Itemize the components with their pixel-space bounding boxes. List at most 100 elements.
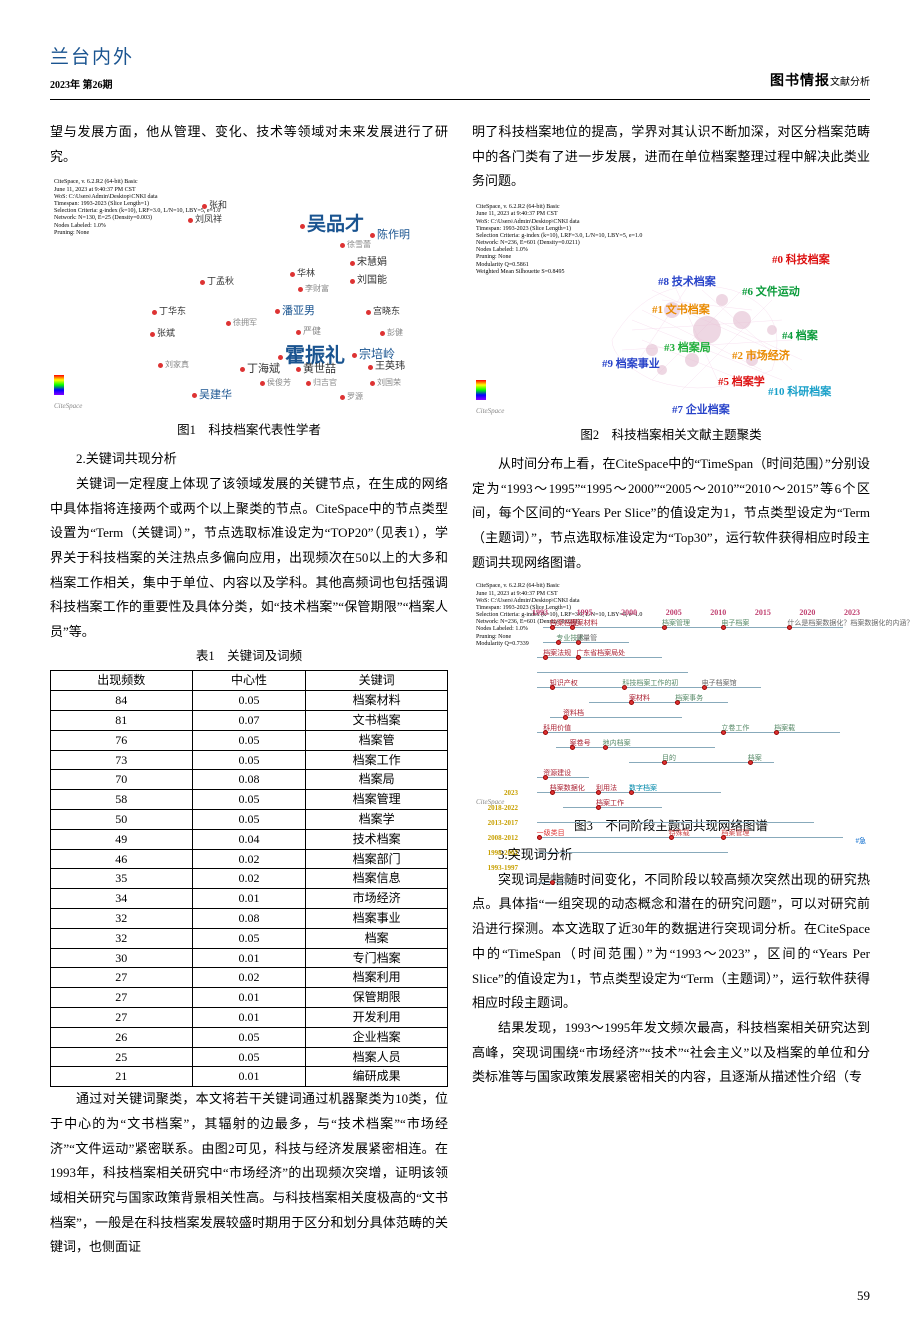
section-rest: 文献分析 — [830, 77, 870, 88]
timeline-track: 目的档案 — [530, 762, 860, 764]
timeline-row: 专业技术质量管 — [472, 636, 860, 650]
table-row: 580.05档案管理 — [51, 790, 448, 810]
table-row: 270.02档案利用 — [51, 968, 448, 988]
timeline-term-label: 电子档案 — [721, 617, 749, 630]
fig1-caption: 图1 科技档案代表性学者 — [50, 419, 448, 443]
timeline-row: 2008-2012 一级类目特殊载档案管理#急 — [472, 831, 860, 845]
left-para-3: 通过对关键词聚类，本文将若干关键词通过机器聚类为10类，位于中心的为“文书档案”… — [50, 1087, 448, 1260]
author-node: 陈作明 — [370, 225, 410, 246]
table-cell: 档案管理 — [306, 790, 448, 810]
table-cell: 0.05 — [192, 730, 306, 750]
timeline-term-label: 案卷号 — [570, 737, 591, 750]
table-row: 320.05档案 — [51, 928, 448, 948]
timeline-term-label: 一级类目 — [537, 827, 565, 840]
table-header-cell: 出现频数 — [51, 671, 193, 691]
timeline-row: 资料档 — [472, 711, 860, 725]
table-row: 210.01编研成果 — [51, 1067, 448, 1087]
timeline-track: 科用价值立卷工作档案载 — [530, 732, 860, 734]
timeline-track: 案材料档案事务 — [530, 702, 860, 704]
timeline-term-label: 利用法 — [596, 782, 617, 795]
table-cell: 0.02 — [192, 968, 306, 988]
timeline-segment — [537, 837, 844, 838]
timeline-row: 2018-2022档案工作 — [472, 801, 860, 815]
table-row: 730.05档案工作 — [51, 750, 448, 770]
table-header-cell: 中心性 — [192, 671, 306, 691]
figure-3: CiteSpace, v. 6.2.R2 (64-bit) Basic June… — [472, 581, 870, 839]
table-cell: 档案信息 — [306, 869, 448, 889]
table-cell: 30 — [51, 948, 193, 968]
author-node: 归吉官 — [306, 375, 337, 390]
table-cell: 0.08 — [192, 770, 306, 790]
color-legend-icon — [476, 380, 486, 400]
citespace-logo: CiteSpace — [476, 796, 504, 809]
timeline-term-label: 广东省档案局处 — [576, 647, 625, 660]
cluster-label: #2 市场经济 — [732, 346, 790, 367]
section-bold: 图书情报 — [770, 74, 830, 89]
author-node: 罗源 — [340, 389, 363, 404]
table-cell: 0.01 — [192, 948, 306, 968]
right-para-2: 从时间分布上看，在CiteSpace中的“TimeSpan（时间范围）”分别设定… — [472, 452, 870, 575]
table-cell: 0.05 — [192, 1047, 306, 1067]
timeline-row: 1993-1997 — [472, 861, 860, 875]
timeline-segment — [589, 702, 728, 703]
table-cell: 32 — [51, 928, 193, 948]
cluster-label: #0 科技档案 — [772, 250, 830, 271]
timeline-row-tag: 1993-1997 — [472, 861, 520, 875]
author-node: 宫晓东 — [366, 303, 400, 320]
cluster-label: #6 文件运动 — [742, 282, 800, 303]
timeline-row-tag: 2008-2012 — [472, 831, 520, 845]
table-cell: 档案人员 — [306, 1047, 448, 1067]
table-row: 270.01保管期限 — [51, 988, 448, 1008]
table-cell: 27 — [51, 988, 193, 1008]
table-cell: 企业档案 — [306, 1027, 448, 1047]
timeline-term-label: 数字档案 — [629, 782, 657, 795]
table-row: 320.08档案事业 — [51, 909, 448, 929]
table-cell: 0.01 — [192, 1067, 306, 1087]
table-row: 340.01市场经济 — [51, 889, 448, 909]
timeline-term-label: 档案 — [748, 752, 762, 765]
table-cell: 档案材料 — [306, 691, 448, 711]
timeline-track — [530, 867, 860, 869]
timeline-row: 1998-2002 — [472, 846, 860, 860]
table-cell: 档案局 — [306, 770, 448, 790]
timeline-term-label: 档案载 — [774, 722, 795, 735]
table-cell: 文书档案 — [306, 711, 448, 731]
section-2-label: 2.关键词共现分析 — [50, 447, 448, 472]
timeline-row: 案材料档案事务 — [472, 696, 860, 710]
table-cell: 专门档案 — [306, 948, 448, 968]
table-cell: 保管期限 — [306, 988, 448, 1008]
table-cell: 市场经济 — [306, 889, 448, 909]
timeline-row: 2023档案数据化利用法数字档案 — [472, 786, 860, 800]
timeline-term-label: 档案数据 — [550, 872, 578, 885]
two-column-layout: 望与发展方面，他从管理、变化、技术等领域对未来发展进行了研究。 CiteSpac… — [50, 120, 870, 1260]
timeline-track: 一级类目特殊载档案管理#急 — [530, 837, 860, 839]
timeline-row: 知识产权科技档案工作的初电子档案馆 — [472, 681, 860, 695]
table-cell: 32 — [51, 909, 193, 929]
author-node: 徐雪蕾 — [340, 237, 371, 252]
table-cell: 0.05 — [192, 750, 306, 770]
right-column: 明了科技档案地位的提高，学界对其认识不断加深，对区分档案范畴中的各门类有了进一步… — [472, 120, 870, 1260]
timeline-body: 档案档案档案材料档案管理电子档案什么是档案数据化？档案数据化的内涵？专业技术质量… — [472, 621, 860, 805]
table-cell: 0.02 — [192, 869, 306, 889]
table-cell: 技术档案 — [306, 829, 448, 849]
table-cell: 73 — [51, 750, 193, 770]
figure-2: CiteSpace, v. 6.2.R2 (64-bit) Basic June… — [472, 200, 870, 448]
table-cell: 编研成果 — [306, 1067, 448, 1087]
table-cell: 27 — [51, 1008, 193, 1028]
cluster-label: #10 科研档案 — [768, 382, 831, 403]
timeline-track: 专业技术质量管 — [530, 642, 860, 644]
table-cell: 0.01 — [192, 889, 306, 909]
table-cell: 档案 — [306, 928, 448, 948]
timeline-term-label: 资源建设 — [543, 767, 571, 780]
timeline-track: 资源建设 — [530, 777, 860, 779]
cluster-label: #7 企业档案 — [672, 400, 730, 421]
header-left: 兰台内外 2023年 第26期 — [50, 40, 134, 95]
table-row: 840.05档案材料 — [51, 691, 448, 711]
timeline-term-label: 目的 — [662, 752, 676, 765]
table-header-cell: 关键词 — [306, 671, 448, 691]
cluster-label: #1 文书档案 — [652, 300, 710, 321]
table-row: 250.05档案人员 — [51, 1047, 448, 1067]
left-para-top: 望与发展方面，他从管理、变化、技术等领域对未来发展进行了研究。 — [50, 120, 448, 169]
issue-info: 2023年 第26期 — [50, 76, 134, 95]
timeline-term-label: 质量管 — [576, 632, 597, 645]
